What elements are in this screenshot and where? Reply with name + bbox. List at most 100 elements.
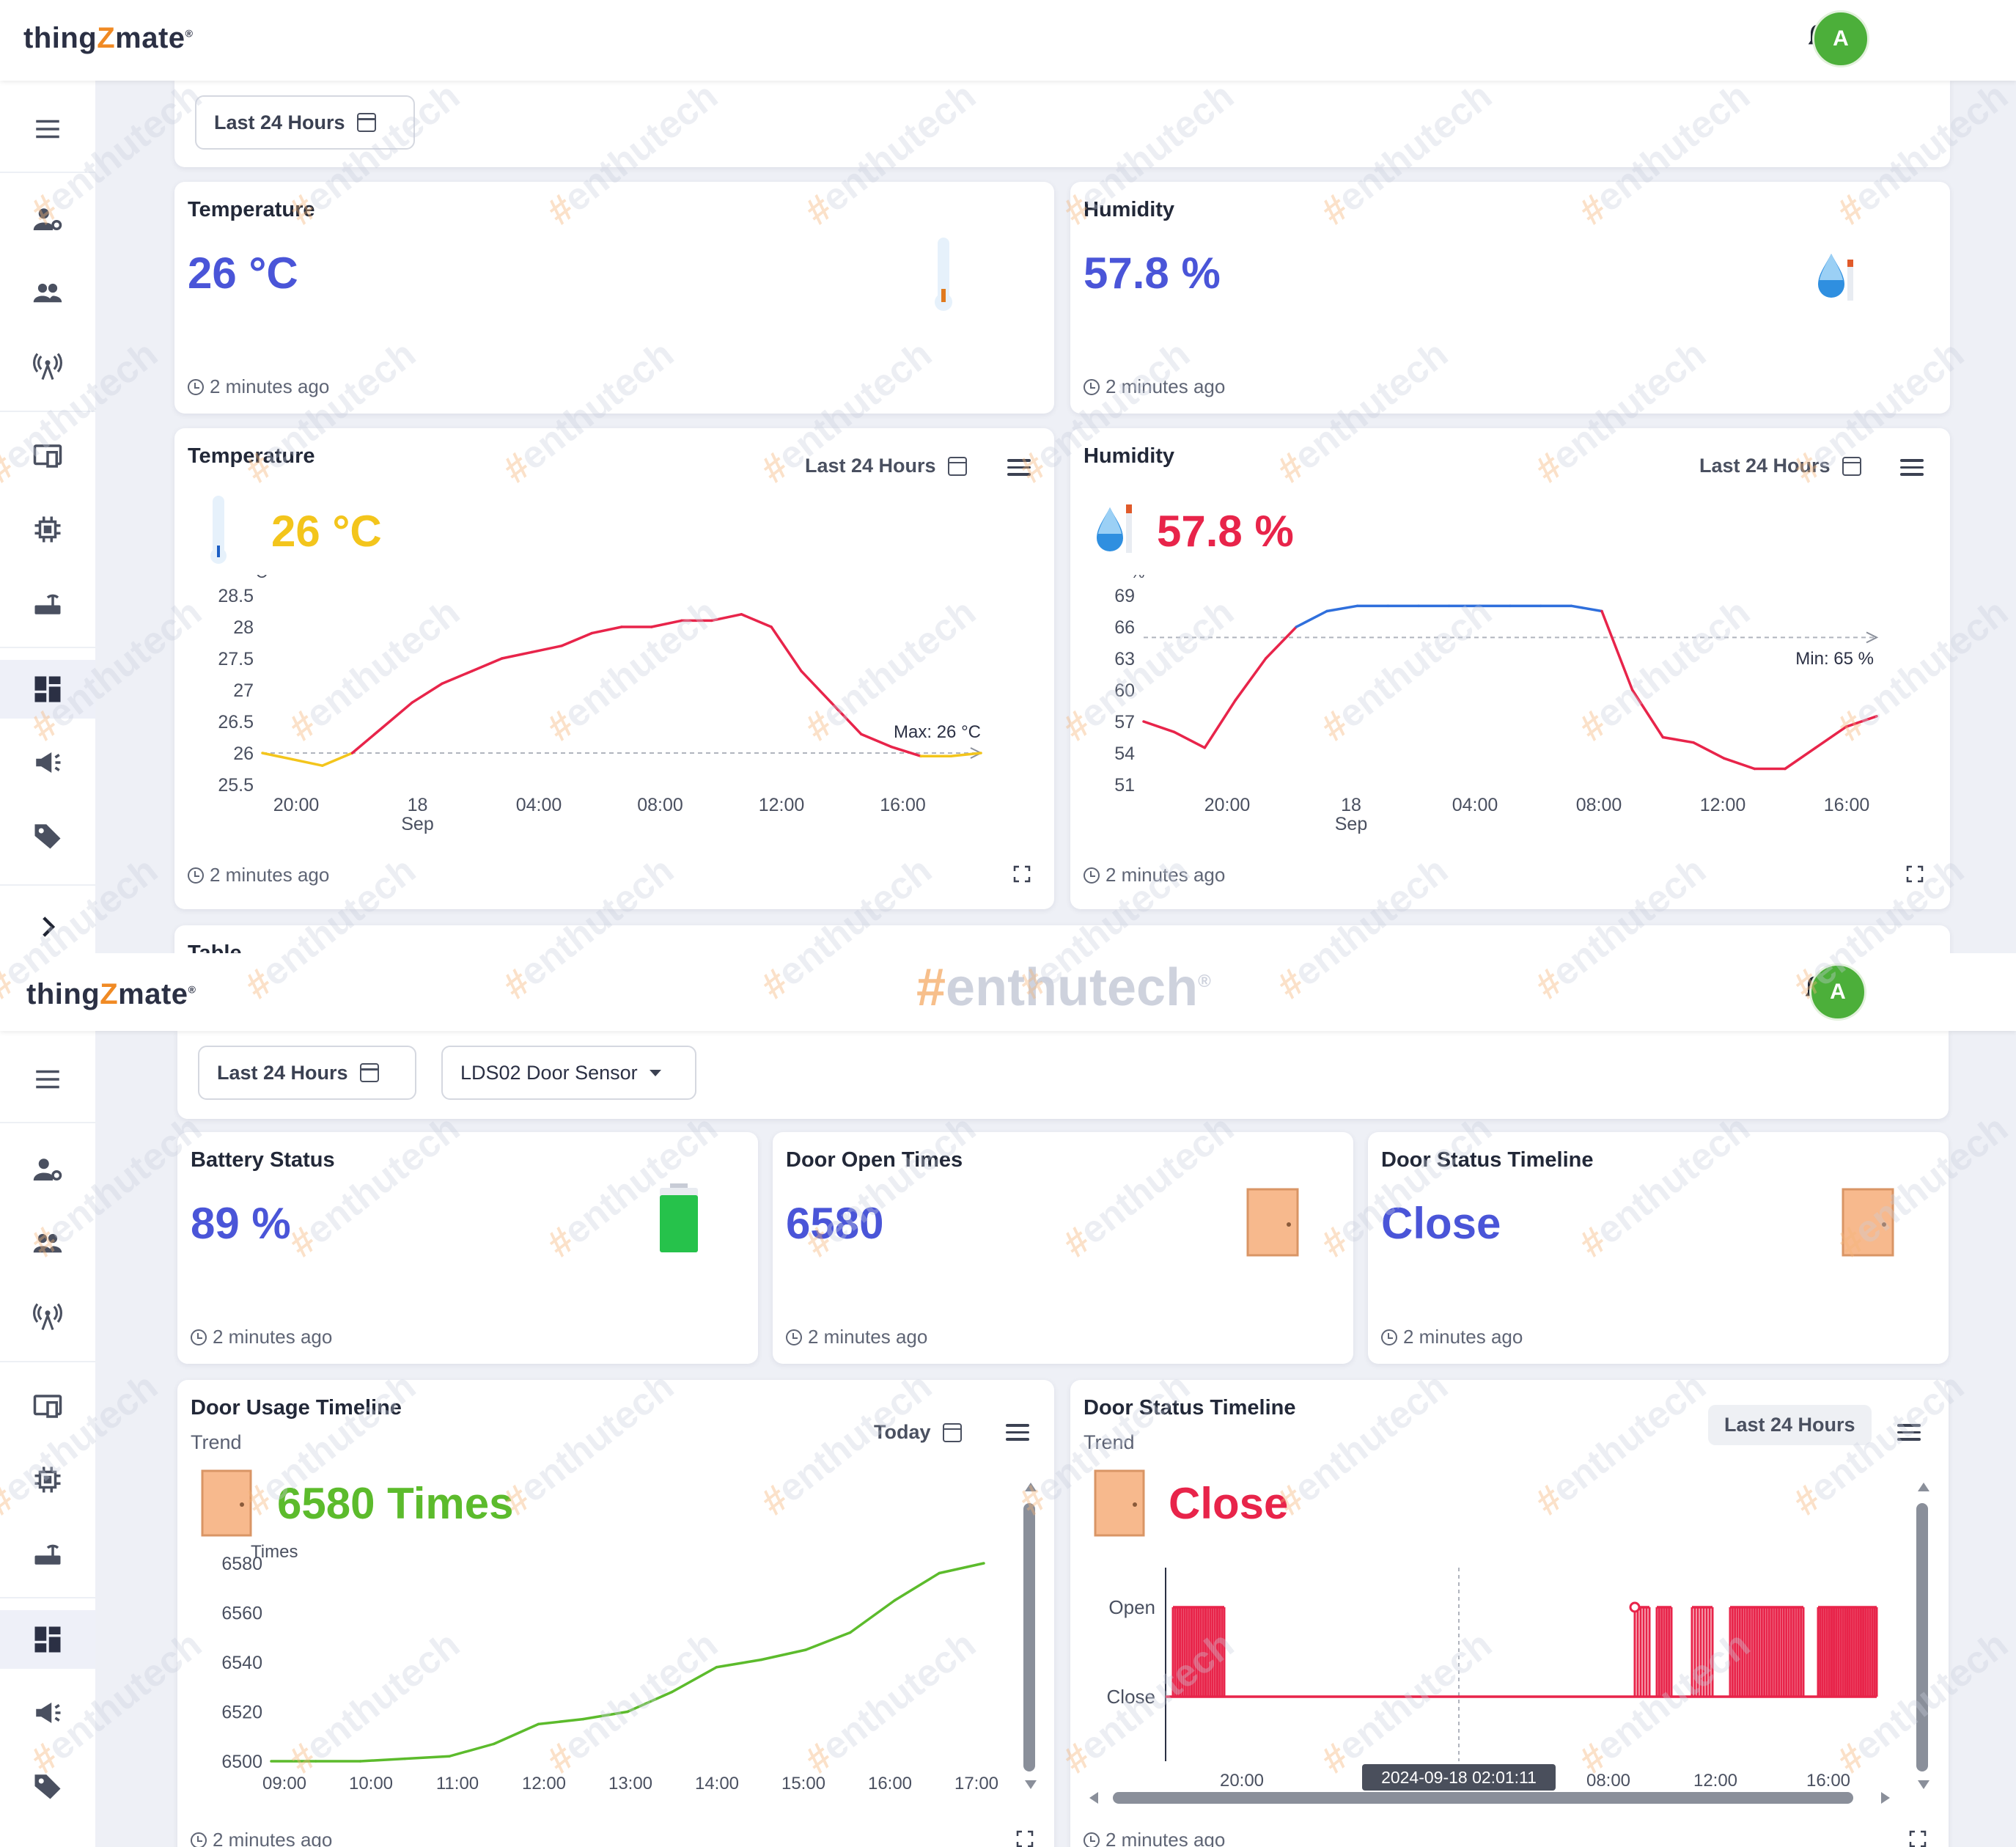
y-axis-unit: Times xyxy=(251,1542,298,1562)
router-icon[interactable] xyxy=(0,573,95,632)
chip-icon[interactable] xyxy=(0,1450,95,1509)
y-tick-label: 51 xyxy=(1114,775,1135,796)
megaphone-icon[interactable] xyxy=(0,733,95,792)
y-tick-label: 25.5 xyxy=(218,775,254,796)
chart-menu-icon[interactable] xyxy=(1007,459,1031,477)
card-title: Door Open Times xyxy=(786,1148,963,1172)
expand-icon[interactable] xyxy=(1013,865,1031,883)
x-tick-label: 20:00 xyxy=(1220,1771,1264,1791)
router-icon[interactable] xyxy=(0,1524,95,1582)
user-settings-icon[interactable] xyxy=(0,1141,95,1200)
x-tick-label: 08:00 xyxy=(1576,795,1622,815)
date-range-button[interactable]: Last 24 Hours xyxy=(1699,455,1861,477)
x-tick-label: Sep xyxy=(401,814,433,834)
avatar[interactable]: A xyxy=(1809,963,1866,1021)
y-tick-label: Close xyxy=(1107,1686,1155,1708)
expand-icon[interactable] xyxy=(1906,865,1924,883)
expand-icon[interactable] xyxy=(1909,1830,1927,1847)
series-line-segment xyxy=(759,1648,807,1661)
reference-arrow xyxy=(1866,631,1879,644)
clock-icon xyxy=(1381,1329,1397,1345)
date-range-button[interactable]: Last 24 Hours xyxy=(805,455,967,477)
series-line-segment xyxy=(448,1742,496,1758)
series-line-segment xyxy=(560,631,593,647)
clock-icon xyxy=(1084,1832,1100,1847)
menu-icon[interactable] xyxy=(0,1050,95,1109)
screenshot-top: thingZmate® A Last 24 Hours Temperature … xyxy=(0,0,2016,953)
logo[interactable]: thingZmate® xyxy=(26,978,196,1010)
series-line-segment xyxy=(1295,609,1328,628)
series-line-segment xyxy=(350,726,384,754)
x-tick-label: 11:00 xyxy=(436,1774,479,1793)
chart-menu-icon[interactable] xyxy=(1900,459,1924,477)
device-select[interactable]: LDS02 Door Sensor xyxy=(441,1046,696,1100)
door-status-chart-card: Door Status Timeline Trend Last 24 Hours… xyxy=(1070,1380,1949,1847)
chip-icon[interactable] xyxy=(0,500,95,559)
x-tick-label: 17:00 xyxy=(954,1774,998,1793)
clock-icon xyxy=(191,1329,207,1345)
y-tick-label: 27.5 xyxy=(218,649,254,669)
y-tick-label: 28 xyxy=(233,617,254,638)
vertical-scrollbar[interactable] xyxy=(1913,1483,1931,1791)
expand-icon[interactable] xyxy=(1016,1830,1034,1847)
y-tick-label: 27 xyxy=(233,680,254,701)
devices-icon[interactable] xyxy=(0,427,95,485)
menu-icon[interactable] xyxy=(0,100,95,158)
door-open-times-card: Door Open Times 6580 2 minutes ago xyxy=(773,1132,1353,1364)
dashboard-icon[interactable] xyxy=(0,660,95,719)
battery-value: 89 % xyxy=(191,1199,291,1248)
megaphone-icon[interactable] xyxy=(0,1683,95,1742)
series-line-segment xyxy=(320,752,354,767)
antenna-icon[interactable] xyxy=(0,1288,95,1346)
antenna-icon[interactable] xyxy=(0,337,95,396)
vertical-scrollbar[interactable] xyxy=(1020,1483,1038,1791)
door-status-step-chart[interactable]: Open Close 20:00 08:00 12:00 16:00 2024-09-18 … xyxy=(1070,1541,1949,1820)
water-drop-icon xyxy=(1097,504,1132,553)
date-range-button[interactable]: Today xyxy=(874,1421,962,1444)
humidity-value: 57.8 % xyxy=(1084,249,1221,298)
battery-card: Battery Status 89 % 2 minutes ago xyxy=(177,1132,758,1364)
tag-icon[interactable] xyxy=(0,807,95,865)
chart-menu-icon[interactable] xyxy=(1897,1424,1921,1442)
devices-icon[interactable] xyxy=(0,1377,95,1436)
series-line-segment xyxy=(650,619,683,628)
x-tick-label: Sep xyxy=(1335,814,1367,834)
series-line-segment xyxy=(1722,757,1756,771)
date-range-button[interactable]: Last 24 Hours xyxy=(1708,1405,1872,1445)
thermometer-icon xyxy=(935,238,952,311)
top-bar: thingZmate® A xyxy=(0,0,2016,81)
date-range-button[interactable]: Last 24 Hours xyxy=(198,1046,416,1100)
x-tick-label: 12:00 xyxy=(1693,1771,1737,1791)
chevron-right-icon[interactable] xyxy=(0,897,95,953)
series-line-segment xyxy=(1784,746,1817,771)
tag-icon[interactable] xyxy=(0,1757,95,1815)
x-tick-label: 16:00 xyxy=(880,795,926,815)
series-line-segment xyxy=(537,1717,584,1726)
y-tick-label: 6560 xyxy=(221,1604,262,1624)
card-title: Temperature xyxy=(188,198,315,221)
y-tick-label: 28.5 xyxy=(218,586,254,606)
y-tick-label: 63 xyxy=(1114,649,1135,669)
x-tick-label: 16:00 xyxy=(1806,1771,1850,1791)
users-icon[interactable] xyxy=(0,1214,95,1273)
horizontal-scrollbar[interactable] xyxy=(1089,1789,1896,1807)
clock-icon xyxy=(188,378,204,395)
y-tick-label: 57 xyxy=(1114,712,1135,732)
screenshot-bottom: thingZmate® #enthutech® A Last 24 Hours … xyxy=(0,953,2016,1847)
logo[interactable]: thingZmate® xyxy=(23,22,194,54)
series-line-segment xyxy=(770,625,803,672)
tooltip-box xyxy=(1362,1764,1556,1791)
x-tick-label: 16:00 xyxy=(1824,795,1870,815)
chart-menu-icon[interactable] xyxy=(1006,1424,1029,1442)
caret-down-icon xyxy=(649,1069,661,1076)
avatar[interactable]: A xyxy=(1812,10,1869,67)
date-range-button[interactable]: Last 24 Hours xyxy=(195,95,415,150)
user-settings-icon[interactable] xyxy=(0,191,95,249)
sidebar xyxy=(0,81,95,953)
dashboard-icon[interactable] xyxy=(0,1610,95,1669)
series-line-segment xyxy=(530,645,564,654)
users-icon[interactable] xyxy=(0,264,95,323)
